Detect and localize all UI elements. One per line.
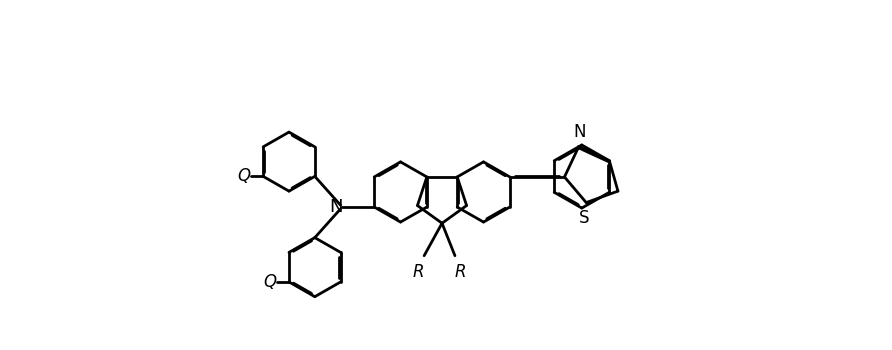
Text: N: N: [330, 198, 343, 216]
Text: N: N: [574, 123, 586, 141]
Text: Q: Q: [263, 273, 276, 291]
Text: R: R: [454, 262, 466, 281]
Text: Q: Q: [237, 167, 251, 186]
Text: S: S: [579, 209, 590, 228]
Text: R: R: [412, 262, 424, 281]
